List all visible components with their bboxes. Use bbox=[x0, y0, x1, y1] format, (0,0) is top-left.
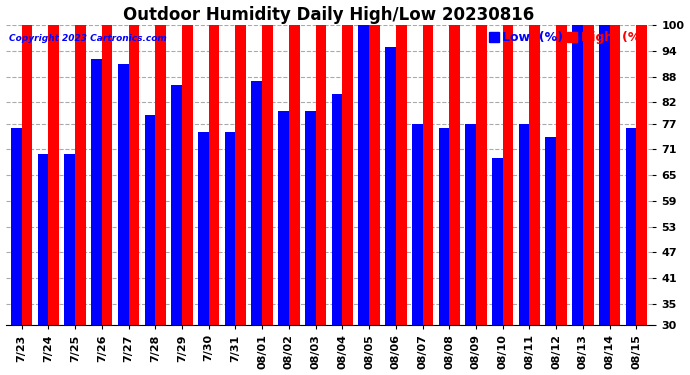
Bar bbox=[572, 8, 583, 325]
Bar bbox=[198, 132, 208, 325]
Bar bbox=[208, 0, 219, 325]
Bar bbox=[519, 124, 529, 325]
Bar bbox=[369, 0, 380, 325]
Bar bbox=[171, 85, 182, 325]
Bar bbox=[118, 64, 128, 325]
Bar bbox=[278, 111, 289, 325]
Bar bbox=[289, 0, 299, 325]
Bar bbox=[305, 111, 315, 325]
Bar bbox=[412, 124, 422, 325]
Bar bbox=[102, 0, 112, 325]
Bar bbox=[48, 0, 59, 325]
Bar bbox=[529, 0, 540, 325]
Bar bbox=[583, 0, 593, 325]
Bar bbox=[465, 124, 476, 325]
Bar bbox=[91, 59, 102, 325]
Bar bbox=[626, 128, 636, 325]
Bar bbox=[144, 115, 155, 325]
Bar bbox=[476, 0, 486, 325]
Bar bbox=[315, 0, 326, 325]
Bar bbox=[128, 0, 139, 325]
Bar bbox=[636, 0, 647, 325]
Bar bbox=[235, 0, 246, 325]
Bar bbox=[64, 154, 75, 325]
Text: Copyright 2023 Cartronics.com: Copyright 2023 Cartronics.com bbox=[9, 34, 166, 43]
Bar bbox=[396, 0, 406, 325]
Bar bbox=[38, 154, 48, 325]
Bar bbox=[75, 0, 86, 325]
Bar bbox=[332, 94, 342, 325]
Bar bbox=[492, 158, 503, 325]
Bar bbox=[599, 0, 610, 325]
Legend: Low  (%), High  (%): Low (%), High (%) bbox=[484, 26, 651, 50]
Bar bbox=[422, 0, 433, 325]
Bar bbox=[262, 0, 273, 325]
Bar bbox=[11, 128, 21, 325]
Bar bbox=[610, 0, 620, 325]
Bar bbox=[385, 46, 396, 325]
Title: Outdoor Humidity Daily High/Low 20230816: Outdoor Humidity Daily High/Low 20230816 bbox=[124, 6, 535, 24]
Bar bbox=[503, 0, 513, 325]
Bar bbox=[342, 0, 353, 325]
Bar bbox=[225, 132, 235, 325]
Bar bbox=[251, 81, 262, 325]
Bar bbox=[358, 0, 369, 325]
Bar bbox=[439, 128, 449, 325]
Bar bbox=[182, 0, 193, 325]
Bar bbox=[21, 0, 32, 325]
Bar bbox=[155, 0, 166, 325]
Bar bbox=[449, 0, 460, 325]
Bar bbox=[546, 136, 556, 325]
Bar bbox=[556, 0, 567, 325]
